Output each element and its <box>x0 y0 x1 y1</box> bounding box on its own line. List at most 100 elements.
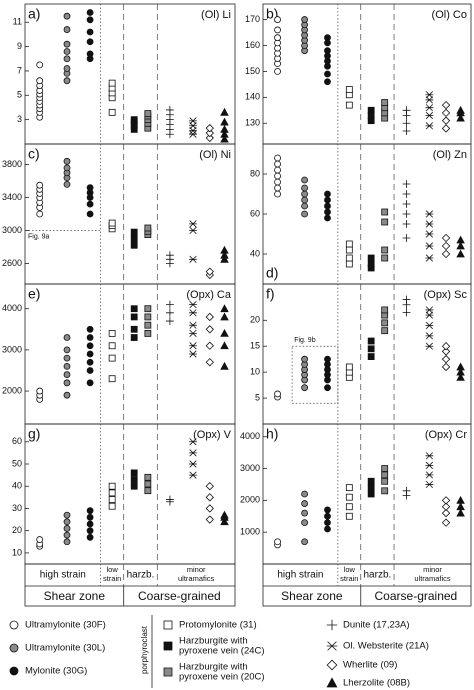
legend-label: Wherlite (09) <box>343 660 397 671</box>
panel-title: (Ol) Zn <box>433 149 467 161</box>
marker <box>189 471 197 479</box>
group-label: minor <box>423 565 442 574</box>
marker <box>301 16 309 23</box>
marker <box>86 28 94 36</box>
marker <box>205 341 214 350</box>
marker <box>456 241 465 250</box>
marker <box>86 533 94 541</box>
marker <box>324 355 331 363</box>
panel-label: e) <box>28 286 40 302</box>
marker <box>425 306 434 314</box>
marker <box>36 77 44 85</box>
marker <box>274 190 281 198</box>
panel-label: h) <box>266 426 278 442</box>
panel-label: c) <box>28 146 40 162</box>
legend-label: Lherzolite (08B) <box>343 678 410 689</box>
y-tick-label: 15 <box>250 341 260 351</box>
marker <box>144 487 152 495</box>
marker <box>86 9 94 16</box>
marker <box>166 317 174 325</box>
marker <box>130 476 138 483</box>
marker <box>220 124 229 133</box>
marker <box>324 208 331 216</box>
supergroup-label: Shear zone <box>281 589 343 603</box>
marker <box>189 438 197 446</box>
marker <box>425 91 434 99</box>
marker <box>402 295 411 304</box>
y-tick-label: 3000 <box>240 463 260 473</box>
marker <box>425 461 434 469</box>
y-tick-label: 4000 <box>240 431 260 441</box>
marker <box>425 452 434 460</box>
marker <box>63 531 71 539</box>
legend-label: Dunite (17,23A) <box>343 620 410 631</box>
marker <box>63 511 71 519</box>
y-tick-label: 60 <box>12 436 22 446</box>
legend-label: Ol. Websterite (21A) <box>343 641 429 652</box>
marker <box>205 267 214 276</box>
marker <box>220 361 229 370</box>
y-tick-label: 10 <box>250 367 260 377</box>
supergroup-label: Coarse-grained <box>138 589 221 603</box>
marker <box>402 486 411 495</box>
marker <box>63 65 71 72</box>
marker <box>220 107 229 116</box>
marker <box>381 487 389 495</box>
marker <box>301 196 309 204</box>
marker <box>86 342 94 350</box>
legend-label: Harzburgite with <box>179 636 248 647</box>
marker <box>441 249 451 259</box>
marker <box>108 496 116 503</box>
marker <box>144 480 152 488</box>
marker <box>166 106 174 114</box>
marker <box>425 321 434 330</box>
annotation-box <box>291 345 339 404</box>
annotation-text: Fig. 9a <box>28 233 50 240</box>
marker <box>425 210 434 218</box>
marker <box>86 507 94 515</box>
y-tick-label: 7 <box>17 65 22 75</box>
group-label: ultramafics <box>178 574 215 583</box>
marker <box>220 245 229 254</box>
marker <box>301 184 309 192</box>
marker <box>402 308 411 317</box>
panel-label: a) <box>28 6 40 22</box>
marker <box>301 190 309 198</box>
marker <box>36 61 44 69</box>
marker <box>189 350 197 358</box>
marker <box>324 70 331 78</box>
marker <box>402 190 411 198</box>
marker <box>456 113 465 122</box>
marker <box>367 490 375 498</box>
marker <box>144 473 152 481</box>
marker <box>220 517 229 526</box>
marker <box>367 477 375 485</box>
group-label: minor <box>187 565 206 574</box>
marker <box>205 482 214 491</box>
marker <box>301 519 309 527</box>
marker <box>441 508 451 518</box>
marker <box>324 506 331 514</box>
legend-marker <box>9 620 19 630</box>
marker <box>441 355 451 364</box>
y-tick-label: 140 <box>245 92 260 102</box>
legend-label: Ultramylonite (30L) <box>25 643 105 654</box>
legend-label: Ultramylonite (30F) <box>25 620 106 631</box>
group-label: harzb. <box>127 570 155 581</box>
marker <box>130 313 138 321</box>
marker <box>345 246 353 254</box>
marker <box>205 358 214 367</box>
panel-frame <box>24 3 236 145</box>
marker <box>425 104 434 112</box>
group-label: low <box>344 565 356 574</box>
marker <box>130 305 138 313</box>
marker <box>345 240 353 248</box>
y-tick-label: 3 <box>17 114 22 124</box>
marker <box>441 362 451 372</box>
panel-title: (Opx) V <box>193 429 232 441</box>
marker <box>36 536 44 543</box>
marker <box>441 342 451 351</box>
marker <box>108 489 116 497</box>
marker <box>425 311 434 319</box>
